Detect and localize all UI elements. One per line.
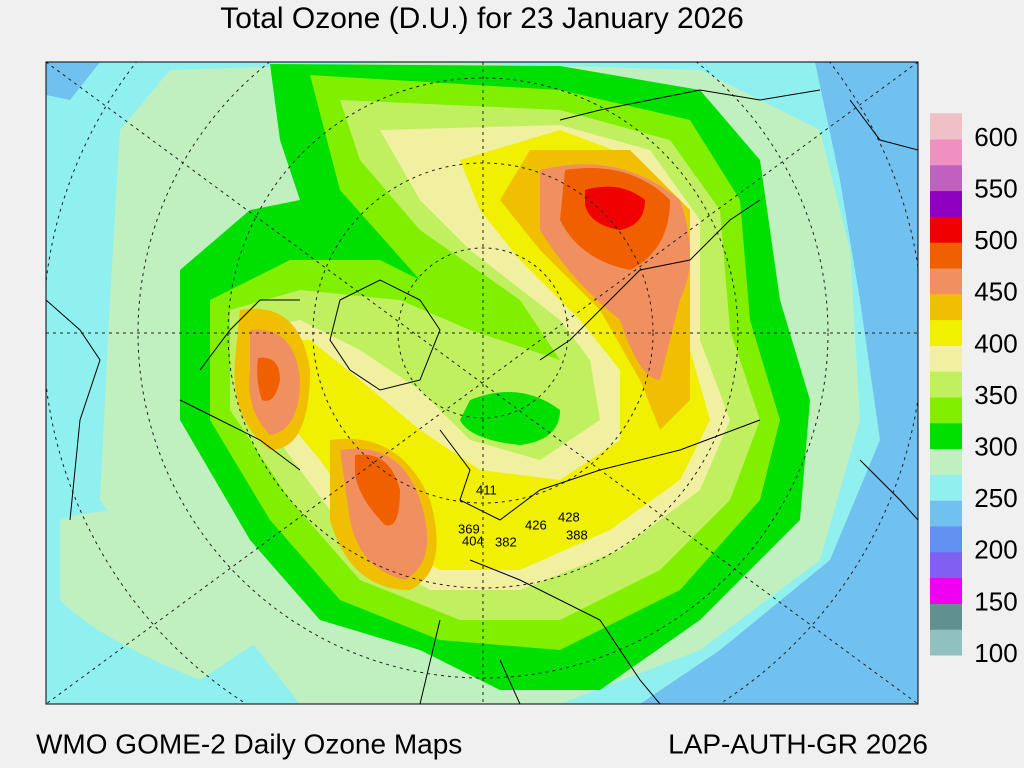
coastline — [419, 619, 521, 704]
colorbar-swatch — [930, 139, 962, 166]
title: Total Ozone (D.U.) for 23 January 2026 — [220, 2, 744, 35]
colorbar-swatch — [930, 164, 962, 192]
graticule-circle — [397, 247, 569, 419]
colorbar-tick-label: 400 — [974, 328, 1017, 358]
colorbar-tick-label: 300 — [974, 431, 1017, 461]
graticule-line — [46, 62, 918, 704]
ozone-region — [460, 392, 560, 445]
station-value: 404 — [462, 533, 484, 548]
colorbar-swatch — [930, 216, 962, 243]
ozone-region — [60, 511, 260, 680]
station-value: 382 — [495, 534, 517, 549]
colorbar-swatch — [930, 293, 962, 321]
colorbar-tick-label: 600 — [974, 122, 1017, 152]
coastline — [849, 99, 918, 521]
colorbar-tick-label: 100 — [974, 638, 1017, 668]
ozone-region — [257, 357, 280, 401]
colorbar-tick-label: 350 — [974, 380, 1017, 410]
coastline — [329, 279, 441, 391]
map-frame — [45, 61, 919, 705]
colorbar-tick-label: 550 — [974, 173, 1017, 203]
station-value: 426 — [525, 517, 547, 532]
colorbar-swatch — [930, 448, 962, 475]
ozone-region — [355, 454, 400, 526]
colorbar-swatch — [930, 113, 962, 140]
colorbar-swatch — [930, 422, 962, 450]
colorbar-swatch — [930, 190, 962, 217]
colorbar-tick-label: 250 — [974, 483, 1017, 513]
ozone-region — [640, 62, 918, 704]
colorbar-swatch — [930, 371, 962, 398]
station-value: 388 — [566, 527, 588, 542]
station-value: 411 — [476, 482, 497, 497]
colorbar-tick-label: 150 — [974, 586, 1017, 616]
colorbar-swatch — [930, 577, 962, 604]
colorbar-tick-label: 500 — [974, 225, 1017, 255]
coastline — [539, 199, 761, 361]
footer-right: LAP-AUTH-GR 2026 — [668, 728, 928, 759]
station-value: 369 — [458, 521, 480, 536]
coastline — [439, 419, 761, 521]
colorbar-swatch — [930, 345, 962, 372]
colorbar-tick-label: 200 — [974, 535, 1017, 565]
colorbar-swatch — [930, 551, 962, 579]
colorbar-swatch — [930, 242, 962, 269]
footer-left: WMO GOME-2 Daily Ozone Maps — [36, 728, 462, 759]
colorbar-swatch — [930, 268, 962, 295]
station-value: 428 — [558, 509, 580, 524]
graticule — [46, 62, 918, 704]
colorbar-swatch — [930, 474, 962, 501]
graticule-circle — [312, 162, 654, 504]
graticule-circle — [137, 62, 829, 679]
coastline — [46, 299, 101, 521]
colorbar-swatch — [930, 603, 962, 630]
colorbar-tick-label: 450 — [974, 277, 1017, 307]
coastline — [559, 89, 821, 121]
colorbar-swatch — [930, 319, 962, 346]
colorbar: 100 150 200 250 300 350 400 450 500 550 600 — [930, 113, 1018, 668]
coastline — [179, 299, 301, 471]
colorbar-swatch — [930, 500, 962, 527]
colorbar-swatch — [930, 629, 962, 656]
coastline — [469, 559, 661, 704]
colorbar-swatch — [930, 526, 962, 553]
coastlines — [46, 89, 918, 704]
ozone-region — [585, 186, 645, 230]
colorbar-swatch — [930, 397, 962, 424]
